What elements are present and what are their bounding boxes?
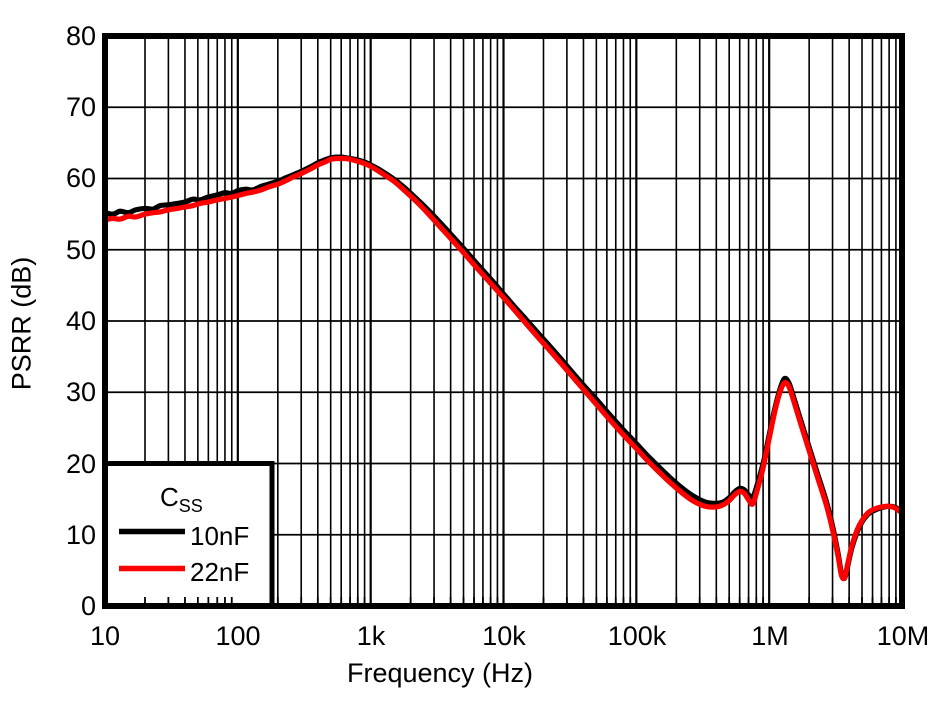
legend-swatches-group [119,528,185,572]
ytick-label-70: 70 [65,92,96,122]
xtick-label-100: 100 [215,621,261,651]
legend-entry-label-0: 10nF [190,521,250,551]
y-axis-title-text: PSRR (dB) [6,256,37,391]
xtick-label-10M: 10M [876,621,928,651]
xtick-label-10: 10 [89,621,121,651]
legend-title-subscript: SS [178,496,203,517]
legend-title: CSS [160,482,203,517]
ytick-label-80: 80 [65,21,96,51]
ytick-label-60: 60 [65,163,96,193]
ytick-label-10: 10 [65,520,96,550]
data-series-group [105,154,902,582]
ytick-label-50: 50 [65,235,96,265]
xtick-label-10k: 10k [482,621,526,651]
ytick-label-30: 30 [65,377,96,407]
x-axis-title: Frequency (Hz) [0,658,928,689]
ytick-label-20: 20 [65,449,96,479]
series-line-22nF [105,155,902,582]
xtick-label-1k: 1k [356,621,386,651]
xtick-label-100k: 100k [607,621,667,651]
ytick-label-0: 0 [80,591,96,621]
legend-title-main: C [160,482,179,512]
xtick-label-1M: 1M [751,621,789,651]
major-gridlines-group [103,36,904,606]
legend-entry-label-1: 22nF [190,557,250,587]
tick-marks-group [144,597,897,606]
x-axis-title-text: Frequency (Hz) [346,658,534,688]
ytick-label-40: 40 [65,306,96,336]
axis-frame [102,33,905,609]
